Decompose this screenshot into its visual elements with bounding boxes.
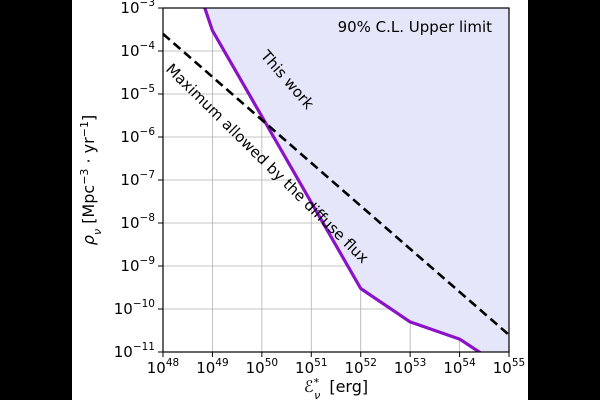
- x-tick-label: 1052: [344, 357, 376, 377]
- x-tick-labels: 1048 1049 1050 1051 1052 1053 1054 1055: [147, 357, 525, 377]
- x-tick-label: 1050: [246, 357, 278, 377]
- y-tick-labels: 10−11 10−10 10−9 10−8 10−7 10−6 10−5 10−4 10−3: [114, 0, 156, 361]
- excluded-region-fill: [204, 8, 509, 352]
- y-tick-label: 10−8: [120, 212, 155, 232]
- y-tick-label: 10−3: [120, 0, 155, 17]
- y-tick-label: 10−10: [114, 298, 155, 318]
- this-work-line: [203, 8, 483, 352]
- x-tick-label: 1053: [394, 357, 426, 377]
- x-axis-label: ℰ* ν [erg]: [304, 376, 368, 400]
- y-tick-label: 10−11: [114, 341, 155, 361]
- x-tick-label: 1054: [443, 357, 476, 377]
- chart-title: 90% C.L. Upper limit: [338, 18, 493, 36]
- upper-limit-chart: 1048 1049 1050 1051 1052 1053 1054 1055 10−1110…: [78, 0, 526, 400]
- this-work-fill: [204, 8, 509, 352]
- y-tick-label: 10−5: [120, 83, 155, 103]
- x-tick-label: 1049: [196, 357, 228, 377]
- y-tick-label: 10−7: [120, 169, 155, 189]
- ticks: [158, 7, 510, 357]
- y-tick-label: 10−9: [120, 255, 155, 275]
- y-tick-label: 10−6: [120, 126, 155, 146]
- x-tick-label: 1055: [493, 357, 525, 377]
- y-tick-label: 10−4: [120, 40, 155, 60]
- x-tick-label: 1051: [295, 357, 327, 377]
- maximum-allowed-by-the-diffuse-flux-line: [163, 32, 509, 336]
- y-axis-label: ρν [Mpc−3 · yr−1]: [78, 115, 104, 245]
- x-tick-label: 1048: [147, 357, 179, 377]
- chart-canvas: 1048 1049 1050 1051 1052 1053 1054 1055 10−11 10…: [72, 0, 528, 400]
- series-lines: [163, 8, 509, 352]
